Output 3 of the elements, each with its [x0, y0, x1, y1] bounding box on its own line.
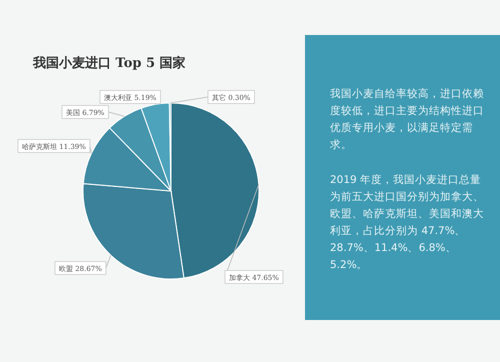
text: 2019 年度，我国小麦进口总量为前五大进口国分别为加拿大、欧盟、哈萨克斯坦、美国和澳大利亚，占比分别为 47.7%、28.7%、11.4%、6.8%、5.2%。	[330, 173, 485, 273]
chart-title: 我国小麦进口 Top 5 国家	[32, 55, 186, 71]
text: 我国小麦自给率较高，进口依赖度较低，进口主要为结构性进口优质专用小麦，以满足特定需求。	[330, 87, 485, 153]
